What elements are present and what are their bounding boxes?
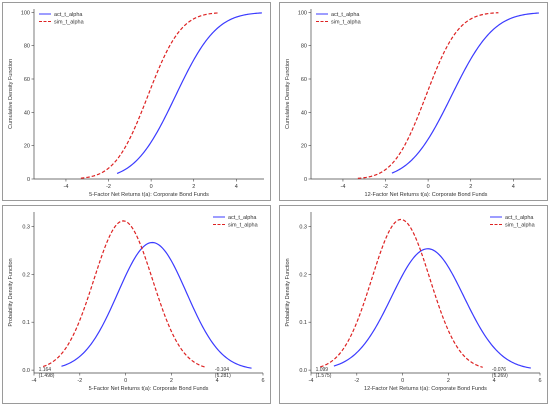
x-axis-label: 12-Factor Net Returns t(a): Corporate Bo… (364, 386, 487, 392)
y-tick-label: 20 (301, 144, 307, 150)
x-tick-label: 0 (401, 378, 404, 384)
y-tick-label: 100 (298, 10, 307, 16)
x-tick-label: 6 (538, 378, 541, 384)
series-line-act-t-alpha (61, 241, 252, 369)
y-tick-label: 0.2 (22, 272, 30, 278)
series-line-sim-t-alpha (42, 220, 206, 368)
series-line-act-t-alpha (391, 12, 539, 174)
series-line-sim-t-alpha (319, 218, 483, 368)
stat-annotation: 1.164 (39, 367, 52, 373)
chart-panel-bottom-left: -4 -2 0 2 4 6 0.0 0.1 0.2 0.3 5-Factor Net Returns… (2, 205, 271, 404)
y-axis-label: Cumulative Density Function (285, 59, 291, 129)
x-tick-label: -2 (383, 184, 388, 190)
x-tick-label: 2 (192, 184, 195, 190)
y-axis-label: Cumulative Density Function (8, 59, 14, 129)
y-axis-label: Probability Density Function (285, 258, 291, 326)
y-tick-label: 60 (24, 77, 30, 83)
x-tick-label: 0 (150, 184, 153, 190)
x-tick-label: -4 (340, 184, 345, 190)
x-tick-label: 6 (261, 378, 264, 384)
chart-svg-bottom-right: -4 -2 0 2 4 6 0.0 0.1 0.2 0.3 12-Factor Net Return… (285, 212, 542, 392)
x-tick-label: 2 (170, 378, 173, 384)
x-tick-label: -4 (63, 184, 68, 190)
x-tick-label: -2 (77, 378, 82, 384)
legend-label-sim-t-alpha: sim_t_alpha (331, 20, 362, 26)
series-line-sim-t-alpha (80, 12, 220, 179)
stat-annotation: 1.099 (316, 367, 329, 373)
y-tick-label: 0.2 (299, 272, 307, 278)
y-tick-label: 0.0 (22, 368, 30, 374)
legend-label-sim-t-alpha: sim_t_alpha (505, 223, 536, 229)
x-tick-label: 0 (427, 184, 430, 190)
x-tick-label: 0 (124, 378, 127, 384)
legend-label-act-t-alpha: act_t_alpha (228, 215, 257, 221)
x-tick-label: 2 (447, 378, 450, 384)
stat-annotation: (1.575) (316, 373, 332, 379)
x-tick-label: 4 (216, 378, 219, 384)
x-axis-label: 5-Factor Net Returns t(a): Corporate Bon… (89, 192, 209, 198)
y-tick-label: 60 (301, 77, 307, 83)
y-tick-label: 0 (304, 177, 307, 183)
series-line-sim-t-alpha (357, 12, 499, 179)
y-tick-label: 0.1 (22, 320, 30, 326)
legend-label-act-t-alpha: act_t_alpha (331, 12, 360, 18)
stat-annotation: (1.281) (215, 373, 231, 379)
chart-panel-top-right: -4 -2 0 2 4 0 20 40 60 80 100 12-Factor Net Returns… (279, 2, 548, 201)
x-tick-label: -4 (32, 378, 37, 384)
y-tick-label: 80 (301, 44, 307, 50)
y-tick-label: 0.3 (22, 224, 30, 230)
legend-label-act-t-alpha: act_t_alpha (54, 12, 83, 18)
x-tick-label: 2 (469, 184, 472, 190)
legend-label-sim-t-alpha: sim_t_alpha (54, 20, 85, 26)
x-tick-label: 4 (235, 184, 238, 190)
series-line-act-t-alpha (116, 12, 262, 174)
legend-label-act-t-alpha: act_t_alpha (505, 215, 534, 221)
y-tick-label: 20 (24, 144, 30, 150)
series-line-act-t-alpha (333, 248, 531, 369)
y-tick-label: 0.0 (299, 368, 307, 374)
y-tick-label: 0 (27, 177, 30, 183)
y-tick-label: 0.3 (299, 224, 307, 230)
x-axis-label: 12-Factor Net Returns t(a): Corporate Bo… (365, 192, 488, 198)
x-tick-label: -2 (354, 378, 359, 384)
y-tick-label: 100 (21, 10, 30, 16)
x-tick-label: -2 (106, 184, 111, 190)
y-axis-label: Probability Density Function (8, 258, 14, 326)
chart-svg-bottom-left: -4 -2 0 2 4 6 0.0 0.1 0.2 0.3 5-Factor Net Returns… (8, 212, 265, 392)
y-tick-label: 80 (24, 44, 30, 50)
stat-annotation: (1.269) (492, 373, 508, 379)
y-tick-label: 0.1 (299, 320, 307, 326)
x-tick-label: -4 (309, 378, 314, 384)
chart-panel-bottom-right: -4 -2 0 2 4 6 0.0 0.1 0.2 0.3 12-Factor Net Return… (279, 205, 548, 404)
x-axis-label: 5-Factor Net Returns t(a): Corporate Bon… (89, 386, 209, 392)
x-tick-label: 4 (493, 378, 496, 384)
x-tick-label: 4 (512, 184, 515, 190)
stat-annotation: (1.498) (39, 373, 55, 379)
y-tick-label: 40 (301, 110, 307, 116)
stat-annotation: -0.076 (492, 367, 506, 373)
y-tick-label: 40 (24, 110, 30, 116)
legend-label-sim-t-alpha: sim_t_alpha (228, 223, 259, 229)
chart-panel-top-left: -4 -2 0 2 4 0 20 40 60 80 100 5-Factor Net Returns … (2, 2, 271, 201)
stat-annotation: -0.104 (215, 367, 229, 373)
